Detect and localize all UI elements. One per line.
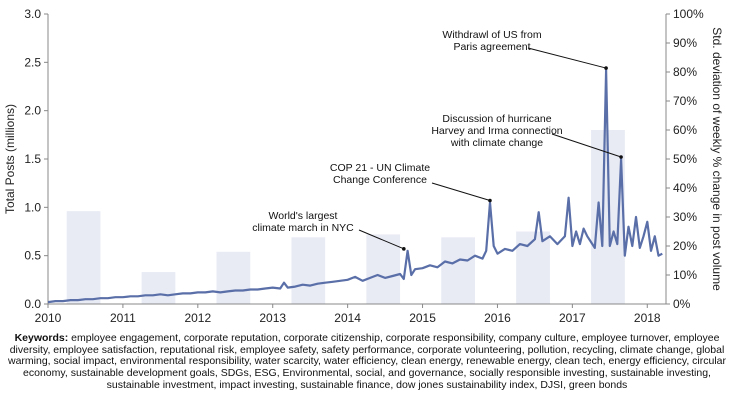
x-tick-label: 2018 — [634, 311, 661, 325]
x-tick-label: 2016 — [484, 311, 511, 325]
volatility-bar — [441, 237, 475, 304]
annotation-text: Harvey and Irma connection — [431, 125, 562, 137]
y-tick-label: 1.5 — [24, 152, 41, 166]
keywords-text: employee engagement, corporate reputatio… — [7, 332, 726, 391]
annotation-arrow — [527, 47, 607, 69]
annotation-text: Discussion of hurricane — [442, 113, 551, 125]
annotation-text: COP 21 - UN Climate — [330, 162, 430, 174]
volatility-bar — [216, 251, 251, 304]
annotation-arrowhead — [619, 155, 623, 159]
volatility-bar — [291, 237, 326, 304]
volatility-bar — [66, 211, 101, 304]
annotation-text: climate march in NYC — [252, 222, 354, 234]
x-tick-label: 2011 — [110, 311, 136, 325]
y2-tick-label: 80% — [673, 65, 697, 79]
y2-axis-title: Std. deviation of weekly % change in pos… — [710, 27, 724, 291]
volatility-bar — [141, 272, 176, 304]
x-tick-label: 2015 — [409, 311, 436, 325]
volatility-bar — [516, 231, 550, 304]
y-tick-label: 2.0 — [24, 104, 41, 118]
y2-tick-label: 10% — [673, 268, 697, 282]
chart-svg: 0.0 0.5 1.0 1.5 2.0 2.5 3.0 0% 10% 20% 30% 40% 50% 60… — [3, 7, 724, 325]
y2-tick-label: 30% — [673, 210, 697, 224]
x-tick-label: 2014 — [334, 311, 361, 325]
y-tick-label: 1.0 — [24, 200, 41, 214]
y2-tick-label: 40% — [673, 181, 697, 195]
annotation-arrow — [431, 182, 491, 201]
annotation-arrowhead — [604, 66, 608, 70]
y-tick-label: 0.0 — [24, 297, 41, 311]
x-tick-label: 2013 — [259, 311, 286, 325]
y2-tick-label: 70% — [673, 94, 697, 108]
annotation-arrow — [551, 133, 622, 158]
annotation-text: Withdrawl of US from — [442, 29, 541, 41]
y2-tick-label: 50% — [673, 152, 697, 166]
x-tick-label: 2012 — [184, 311, 211, 325]
annotation-text: with climate change — [450, 137, 543, 149]
y-tick-label: 3.0 — [24, 7, 41, 21]
annotation-arrowhead — [402, 247, 406, 251]
x-tick-label: 2017 — [559, 311, 586, 325]
annotation-arrowhead — [488, 198, 492, 203]
keywords-footer: Keywords: employee engagement, corporate… — [6, 332, 728, 392]
x-tick-label: 2010 — [35, 311, 62, 325]
volatility-bar — [366, 234, 401, 304]
y2-tick-label: 90% — [673, 36, 697, 50]
y-axis-title: Total Posts (millions) — [3, 104, 17, 214]
y2-tick-label: 100% — [673, 7, 704, 21]
total-posts-line — [47, 69, 663, 304]
y-tick-label: 2.5 — [24, 55, 41, 69]
y2-tick-label: 60% — [673, 123, 697, 137]
y-tick-label: 0.5 — [24, 249, 41, 263]
annotation-text: Paris agreement — [453, 41, 530, 53]
annotation-text: World's largest — [269, 210, 338, 222]
keywords-label: Keywords: — [14, 332, 69, 344]
annotation-text: Change Conference — [333, 174, 427, 186]
y2-tick-label: 0% — [673, 297, 691, 311]
y2-tick-label: 20% — [673, 239, 697, 253]
annotation-arrow — [358, 229, 405, 250]
